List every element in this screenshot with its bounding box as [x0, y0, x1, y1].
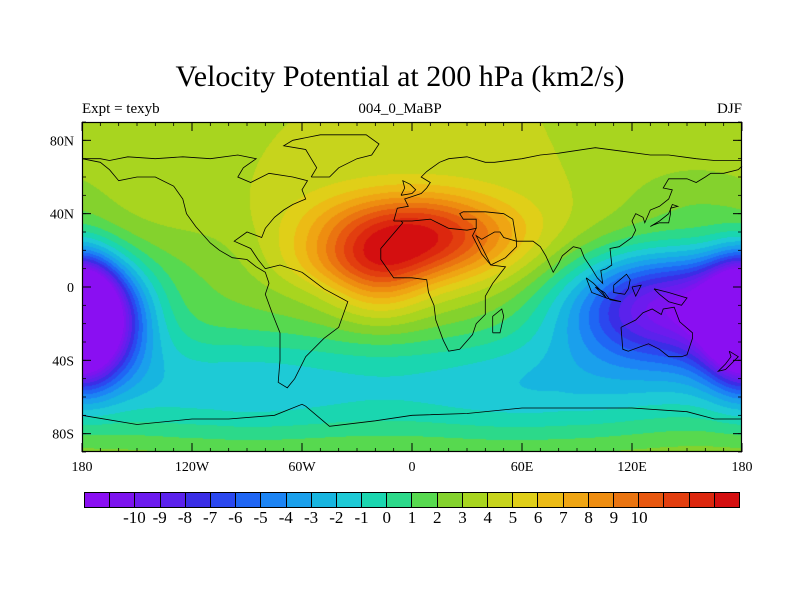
coastline [400, 179, 417, 196]
coastline [653, 288, 688, 306]
map-frame [81, 121, 743, 453]
colorbar-box [336, 493, 363, 507]
coastline [595, 286, 622, 303]
colorbar-label: 1 [407, 508, 417, 527]
coastline [613, 273, 631, 295]
colorbar-box [664, 493, 690, 507]
subtitle-right: DJF [716, 101, 742, 117]
coastline [585, 277, 608, 299]
colorbar-box [210, 493, 237, 507]
colorbar-label: -9 [152, 508, 167, 527]
colorbar-labels: -10 -9 -8 -7 -6 -5 -4 -3 -2 -1 0 1 2 3 4 5 6 7 8 9 10 [84, 508, 740, 532]
colorbar-label: 4 [483, 508, 492, 527]
x-tick-label: 180 [72, 460, 93, 475]
coastline [81, 154, 349, 389]
colorbar-box [714, 493, 739, 507]
y-tick-label: 40S [52, 354, 74, 369]
colorbar-box [135, 493, 161, 507]
colorbar-box [613, 493, 640, 507]
colorbar-label: 7 [559, 508, 568, 527]
colorbar-box [236, 493, 262, 507]
colorbar-box [387, 493, 413, 507]
coastline [492, 308, 505, 334]
map-overlay: 180 120W 60W 0 60E 120E 180 80N 40N 0 40S 80S [50, 121, 753, 475]
coastline [81, 403, 742, 427]
colorbar-box [412, 493, 438, 507]
y-tick-label: 40N [50, 208, 74, 223]
colorbar-box [689, 493, 715, 507]
colorbar-box [513, 493, 539, 507]
colorbar-label: -6 [228, 508, 243, 527]
colorbar-label: 10 [630, 508, 648, 527]
colorbar-box [538, 493, 564, 507]
colorbar-box [261, 493, 287, 507]
colorbar-label: -4 [278, 508, 293, 527]
x-tick-label: 180 [732, 460, 753, 475]
colorbar-label: -5 [253, 508, 268, 527]
colorbar-box [85, 493, 111, 507]
colorbar-box [588, 493, 614, 507]
map-panel: 180 120W 60W 0 60E 120E 180 80N 40N 0 40S 80S [50, 121, 753, 475]
colorbar-box [462, 493, 488, 507]
coastline [282, 134, 380, 178]
colorbar-box [110, 493, 136, 507]
subtitle-left: Expt = texyb [82, 101, 160, 117]
y-tick-label: 80S [52, 428, 74, 443]
colorbar-box [362, 493, 388, 507]
coastline [393, 147, 742, 222]
colorbar-box [488, 493, 514, 507]
x-tick-label: 60E [511, 460, 534, 475]
x-tick-label: 120W [175, 460, 210, 475]
x-tick-label: 120E [617, 460, 647, 475]
x-tick-label: 0 [409, 460, 416, 475]
y-tick-label: 80N [50, 134, 74, 149]
colorbar-box [160, 493, 186, 507]
colorbar-label: 9 [609, 508, 619, 527]
colorbar-box [563, 493, 589, 507]
subtitle-center: 004_0_MaBP [358, 101, 442, 117]
y-tick-label: 0 [67, 281, 74, 296]
colorbar-label: 2 [432, 508, 442, 527]
colorbar-label: -7 [203, 508, 218, 527]
chart-title: Velocity Potential at 200 hPa (km2/s) [175, 60, 625, 93]
coastline [380, 218, 507, 352]
colorbar-box [311, 493, 337, 507]
coastline [620, 306, 693, 358]
colorbar-label: -8 [177, 508, 193, 527]
colorbar-label: -1 [354, 508, 369, 527]
coastline [650, 204, 680, 227]
colorbar-label: -2 [329, 508, 344, 527]
coastline [475, 231, 517, 266]
colorbar-label: 0 [382, 508, 392, 527]
colorbar [84, 492, 740, 508]
colorbar-label: 3 [458, 508, 467, 527]
coastline [631, 284, 642, 298]
colorbar-label: 8 [584, 508, 593, 527]
colorbar-box [185, 493, 211, 507]
colorbar-box [286, 493, 312, 507]
coastline [459, 165, 743, 285]
colorbar-label: 6 [533, 508, 543, 527]
colorbar-box [639, 493, 665, 507]
colorbar-label: 5 [508, 508, 518, 527]
colorbar-label: -3 [303, 508, 319, 527]
coastline [716, 350, 739, 373]
x-tick-label: 60W [288, 460, 316, 475]
colorbar-box [437, 493, 463, 507]
colorbar-label: -10 [123, 508, 146, 527]
